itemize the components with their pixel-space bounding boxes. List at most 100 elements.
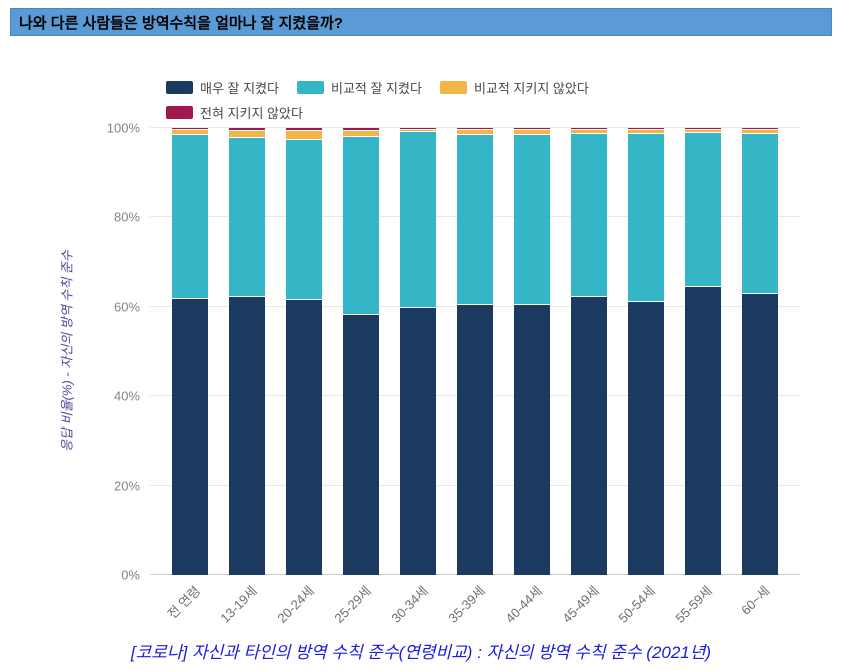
bar-segment[interactable]	[627, 133, 664, 301]
bar-segment[interactable]	[684, 285, 721, 575]
y-tick-label: 80%	[113, 209, 140, 225]
y-tick-label: 40%	[113, 388, 140, 404]
bar-segment[interactable]	[456, 134, 493, 304]
stacked-bar[interactable]	[456, 128, 493, 575]
stacked-bar[interactable]	[684, 128, 721, 575]
bar-segment[interactable]	[229, 129, 266, 138]
legend-swatch-icon	[166, 106, 193, 119]
x-axis-label: 50-54세	[615, 583, 659, 626]
x-axis-label: 35-39세	[445, 583, 488, 626]
bar-segment[interactable]	[570, 295, 607, 575]
stacked-bar[interactable]	[513, 128, 550, 575]
page-title: 나와 다른 사람들은 방역수칙을 얼마나 잘 지켰을까?	[10, 8, 832, 36]
bar-segment[interactable]	[229, 128, 266, 130]
legend-item-label: 비교적 잘 지켰다	[330, 81, 422, 96]
bar-segment[interactable]	[570, 128, 607, 130]
bar-slot: 40-44세	[502, 128, 560, 626]
bar-segment[interactable]	[172, 297, 209, 575]
bar-segment[interactable]	[400, 306, 437, 575]
bar-segment[interactable]	[286, 130, 323, 139]
bar-segment[interactable]	[570, 133, 607, 296]
legend-item[interactable]: 매우 잘 지켰다	[166, 78, 279, 97]
bar-segment[interactable]	[684, 132, 721, 286]
bar-segment[interactable]	[172, 128, 209, 130]
bar-segment[interactable]	[229, 137, 266, 296]
y-tick-label: 20%	[113, 478, 140, 494]
bar-slot: 전 연령	[162, 128, 219, 622]
bar-segment[interactable]	[172, 129, 209, 135]
stacked-bar[interactable]	[229, 128, 266, 575]
bar-segment[interactable]	[684, 128, 721, 133]
stacked-bar[interactable]	[400, 128, 437, 575]
stacked-bar[interactable]	[172, 128, 209, 575]
bar-segment[interactable]	[684, 128, 721, 129]
bar-segment[interactable]	[570, 129, 607, 134]
bar-segment[interactable]	[513, 128, 550, 129]
chart-caption: [코로나] 자신과 타인의 방역 수칙 준수(연령비교) : 자신의 방역 수칙…	[0, 638, 842, 663]
x-axis-label: 55-59세	[672, 583, 716, 626]
legend-item-label: 전혀 지키지 않았다	[200, 106, 303, 121]
legend-item-label: 비교적 지키지 않았다	[473, 81, 589, 96]
bar-segment[interactable]	[286, 138, 323, 299]
bar-segment[interactable]	[343, 314, 380, 575]
x-axis-label: 13-19세	[217, 583, 261, 626]
plot-area: 0% 20% 40% 60% 80% 100% 전 연령 13-19세 20-24세 25-29…	[107, 121, 800, 626]
bar-segment[interactable]	[741, 129, 778, 134]
bar-slot: 60~세	[731, 128, 788, 618]
x-axis-label: 전 연령	[164, 583, 204, 622]
gridline	[150, 127, 800, 128]
bar-segment[interactable]	[741, 128, 778, 130]
y-tick-label: 0%	[121, 567, 140, 583]
bar-segment[interactable]	[172, 134, 209, 298]
bar-slot: 13-19세	[218, 128, 276, 626]
bar-segment[interactable]	[400, 128, 437, 132]
y-tick-label: 100%	[106, 120, 140, 136]
bar-segment[interactable]	[286, 298, 323, 575]
stacked-bar[interactable]	[570, 128, 607, 575]
x-axis-label: 60~세	[737, 583, 773, 618]
x-axis-label: 40-44세	[502, 583, 545, 626]
bar-segment[interactable]	[456, 129, 493, 135]
bar-segment[interactable]	[229, 295, 266, 575]
bar-segment[interactable]	[343, 128, 380, 130]
bar-segment[interactable]	[400, 131, 437, 307]
bars-container: 전 연령 13-19세 20-24세 25-29세 30-34세 35-39세 40-44세…	[150, 128, 800, 626]
bar-segment[interactable]	[456, 303, 493, 575]
bar-segment[interactable]	[343, 135, 380, 315]
y-tick-label: 60%	[113, 299, 140, 315]
y-axis-title: 응답 비율(%) - 자신의 방역 수칙 준수	[59, 250, 75, 452]
bar-segment[interactable]	[627, 128, 664, 134]
legend-item-label: 매우 잘 지켰다	[200, 81, 279, 96]
bar-segment[interactable]	[741, 133, 778, 293]
bar-segment[interactable]	[343, 129, 380, 136]
x-axis-label: 20-24세	[274, 583, 317, 626]
x-axis-label: 25-29세	[331, 583, 374, 626]
bar-segment[interactable]	[286, 128, 323, 131]
bar-slot: 30-34세	[388, 128, 447, 626]
bar-segment[interactable]	[627, 128, 664, 129]
bar-segment[interactable]	[456, 128, 493, 130]
stacked-bar[interactable]	[343, 128, 380, 575]
bar-segment[interactable]	[513, 128, 550, 134]
bar-slot: 50-54세	[616, 128, 674, 626]
x-axis-label: 45-49세	[558, 583, 602, 626]
legend-item[interactable]: 전혀 지키지 않았다	[166, 103, 303, 122]
stacked-bar[interactable]	[627, 128, 664, 575]
page-title-text: 나와 다른 사람들은 방역수칙을 얼마나 잘 지켰을까?	[19, 14, 343, 32]
legend-swatch-icon	[296, 81, 324, 94]
chart-caption-text: [코로나] 자신과 타인의 방역 수칙 준수(연령비교) : 자신의 방역 수칙…	[130, 643, 712, 662]
legend-item[interactable]: 비교적 지키지 않았다	[439, 78, 589, 97]
bar-segment[interactable]	[627, 300, 664, 575]
stacked-bar[interactable]	[741, 128, 778, 575]
bar-slot: 20-24세	[274, 128, 333, 626]
bar-slot: 35-39세	[445, 128, 504, 626]
bar-segment[interactable]	[513, 303, 550, 575]
bar-segment[interactable]	[400, 128, 437, 129]
x-axis-label: 30-34세	[388, 583, 431, 626]
legend-item[interactable]: 비교적 잘 지켰다	[296, 78, 422, 97]
bar-segment[interactable]	[513, 133, 550, 304]
bar-segment[interactable]	[741, 292, 778, 575]
legend-swatch-icon	[439, 81, 467, 94]
stacked-bar[interactable]	[286, 128, 323, 575]
bar-slot: 25-29세	[331, 128, 390, 626]
